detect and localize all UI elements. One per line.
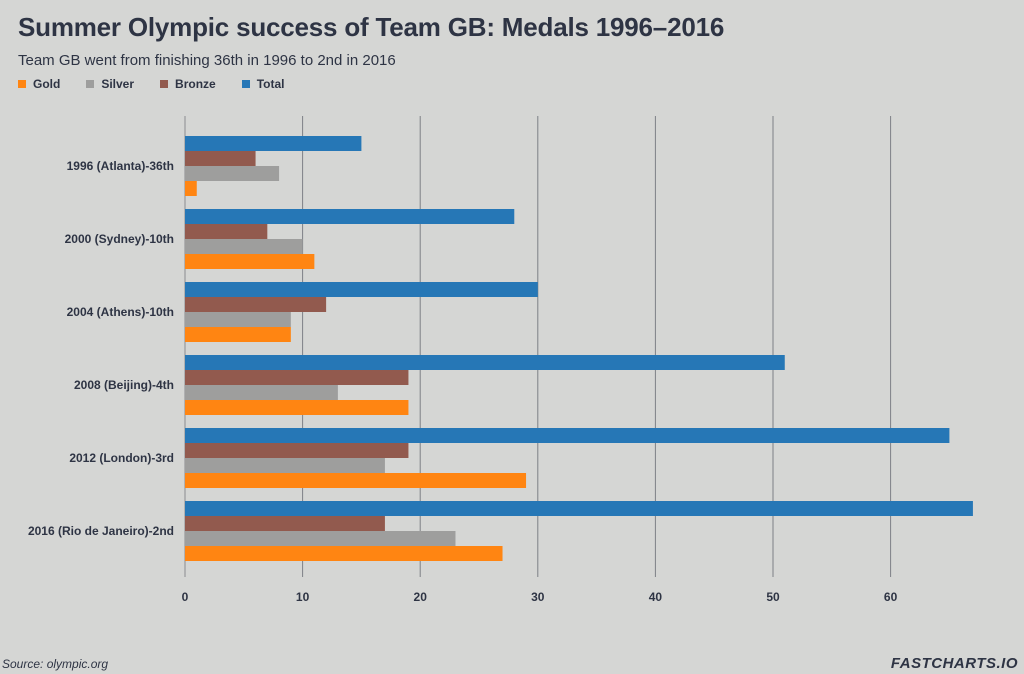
- chart-subtitle: Team GB went from finishing 36th in 1996…: [18, 52, 396, 69]
- bar-total-2: [185, 282, 538, 297]
- legend: Gold Silver Bronze Total: [18, 77, 284, 91]
- x-tick-label: 40: [649, 590, 663, 604]
- bar-total-3: [185, 355, 785, 370]
- y-category-label: 2008 (Beijing)-4th: [74, 378, 174, 392]
- bar-bronze-1: [185, 224, 268, 239]
- x-tick-label: 60: [884, 590, 898, 604]
- chart-title: Summer Olympic success of Team GB: Medal…: [18, 12, 725, 42]
- bar-gold-4: [185, 473, 527, 488]
- bar-bronze-3: [185, 370, 409, 385]
- y-category-label: 1996 (Atlanta)-36th: [67, 159, 174, 173]
- legend-item-bronze[interactable]: Bronze: [160, 77, 216, 91]
- x-tick-label: 10: [296, 590, 310, 604]
- y-category-label: 2004 (Athens)-10th: [67, 305, 174, 319]
- y-category-label: 2000 (Sydney)-10th: [65, 232, 174, 246]
- legend-item-silver[interactable]: Silver: [86, 77, 134, 91]
- bar-total-5: [185, 501, 973, 516]
- bar-total-0: [185, 136, 362, 151]
- bar-silver-4: [185, 458, 385, 473]
- brand-logo: FASTCHARTS.IO: [890, 655, 1018, 672]
- bar-silver-5: [185, 531, 456, 546]
- bar-total-1: [185, 209, 515, 224]
- legend-label-bronze: Bronze: [175, 77, 216, 91]
- bar-bronze-5: [185, 516, 385, 531]
- y-category-label: 2016 (Rio de Janeiro)-2nd: [28, 524, 174, 538]
- y-category-label: 2012 (London)-3rd: [69, 451, 174, 465]
- bar-bronze-0: [185, 151, 256, 166]
- legend-swatch-silver: [86, 80, 95, 88]
- x-tick-label: 0: [182, 590, 189, 604]
- bar-silver-1: [185, 239, 303, 254]
- bar-gold-5: [185, 546, 503, 561]
- legend-item-total[interactable]: Total: [241, 77, 285, 91]
- legend-item-gold[interactable]: Gold: [18, 77, 60, 91]
- legend-label-silver: Silver: [101, 77, 135, 91]
- bar-silver-0: [185, 166, 280, 181]
- bar-silver-3: [185, 385, 338, 400]
- legend-swatch-total: [241, 80, 250, 88]
- bar-bronze-2: [185, 297, 327, 312]
- legend-swatch-gold: [18, 80, 26, 88]
- bar-gold-2: [185, 327, 291, 342]
- legend-swatch-bronze: [160, 80, 169, 88]
- x-tick-label: 30: [531, 590, 545, 604]
- bar-gold-1: [185, 254, 315, 269]
- legend-label-total: Total: [256, 77, 285, 91]
- bar-gold-0: [185, 181, 197, 196]
- bar-total-4: [185, 428, 950, 443]
- bar-gold-3: [185, 400, 409, 415]
- bar-bronze-4: [185, 443, 409, 458]
- x-tick-label: 50: [766, 590, 780, 604]
- legend-label-gold: Gold: [33, 77, 61, 91]
- source-note: Source: olympic.org: [2, 657, 109, 671]
- bar-silver-2: [185, 312, 291, 327]
- x-tick-label: 20: [414, 590, 428, 604]
